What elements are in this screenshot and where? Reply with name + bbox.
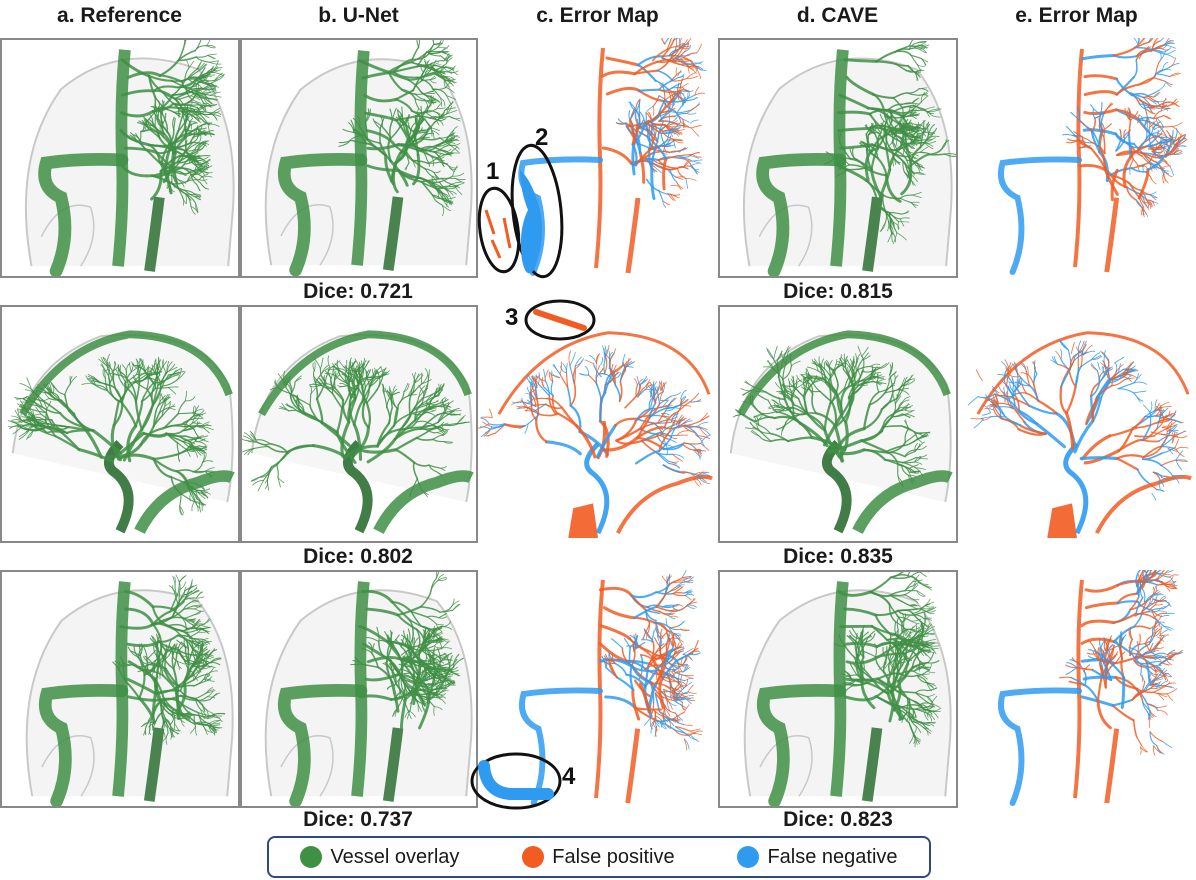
panel-row1-error-cave xyxy=(958,38,1196,278)
legend-item-vessel: Vessel overlay xyxy=(300,846,459,869)
panel-row3-error-unet xyxy=(478,570,718,808)
annotation-ellipse-4-group xyxy=(470,752,562,810)
column-header-error-map-unet: c. Error Map xyxy=(536,4,659,27)
image-row2-error-cave xyxy=(967,331,1192,539)
annotation-ellipse-1 xyxy=(477,186,521,274)
image-row1-error-cave xyxy=(997,38,1188,276)
dice-row2-cave: Dice: 0.835 xyxy=(783,545,893,568)
image-row3-cave xyxy=(743,572,952,806)
panel-row1-cave xyxy=(718,38,958,278)
panel-row3-error-cave xyxy=(958,570,1196,808)
annotation-label-1: 1 xyxy=(486,158,500,185)
dice-row1-cave: Dice: 0.815 xyxy=(783,280,893,303)
image-row3-error-cave xyxy=(997,570,1183,807)
column-header-cave: d. CAVE xyxy=(796,4,879,27)
legend-swatch-false-negative xyxy=(737,846,760,868)
legend-item-false-positive: False positive xyxy=(522,845,675,869)
legend-label-false-positive: False positive xyxy=(552,845,675,868)
column-header-reference: a. Reference xyxy=(57,4,182,27)
legend-label-false-negative: False negative xyxy=(767,845,898,868)
panel-row2-error-cave xyxy=(958,305,1196,543)
legend: Vessel overlay False positive False nega… xyxy=(267,836,931,878)
panel-row2-unet xyxy=(240,305,478,543)
annotation-ellipse-4 xyxy=(470,752,562,810)
column-header-error-map-cave: e. Error Map xyxy=(1015,4,1138,27)
image-row1-cave xyxy=(742,40,956,276)
image-row2-cave xyxy=(729,330,953,534)
annotation-ellipse-3 xyxy=(524,299,596,341)
annotation-fp-line xyxy=(533,309,587,331)
image-row2-error-unet xyxy=(478,331,713,539)
panel-row1-unet xyxy=(240,38,478,278)
panel-row2-error-unet xyxy=(478,305,718,543)
dice-row3-cave: Dice: 0.823 xyxy=(783,808,893,831)
panel-row3-unet xyxy=(240,570,478,808)
panel-row2-cave xyxy=(718,305,958,543)
image-row3-reference xyxy=(25,574,234,806)
image-row1-reference xyxy=(24,40,235,276)
panel-row2-reference xyxy=(0,305,240,543)
image-row3-error-unet xyxy=(518,570,703,807)
annotation-label-2: 2 xyxy=(535,124,549,151)
annotation-ellipse-3-group xyxy=(524,299,596,341)
legend-label-vessel: Vessel overlay xyxy=(330,845,460,868)
dice-row3-unet: Dice: 0.737 xyxy=(303,808,413,831)
image-row3-unet xyxy=(264,572,473,806)
legend-swatch-false-positive xyxy=(522,846,545,868)
image-row1-unet xyxy=(264,40,473,276)
annotation-ellipse-2 xyxy=(510,143,564,279)
dice-row1-unet: Dice: 0.721 xyxy=(303,280,413,303)
panel-row3-cave xyxy=(718,570,958,808)
annotation-fp-strokes xyxy=(484,209,512,259)
panel-row3-reference xyxy=(0,570,240,808)
annotation-label-4: 4 xyxy=(562,763,576,790)
legend-swatch-vessel xyxy=(300,846,323,868)
dice-row2-unet: Dice: 0.802 xyxy=(303,545,413,568)
annotation-fn-vessel xyxy=(478,760,554,800)
image-row2-unet xyxy=(242,330,474,534)
image-row2-reference xyxy=(7,330,235,534)
annotation-fn-blob xyxy=(520,170,542,274)
annotation-label-3: 3 xyxy=(505,304,519,331)
panel-row1-reference xyxy=(0,38,240,278)
legend-item-false-negative: False negative xyxy=(737,845,898,869)
annotation-ellipses-top xyxy=(477,143,564,279)
column-header-unet: b. U-Net xyxy=(318,4,399,27)
